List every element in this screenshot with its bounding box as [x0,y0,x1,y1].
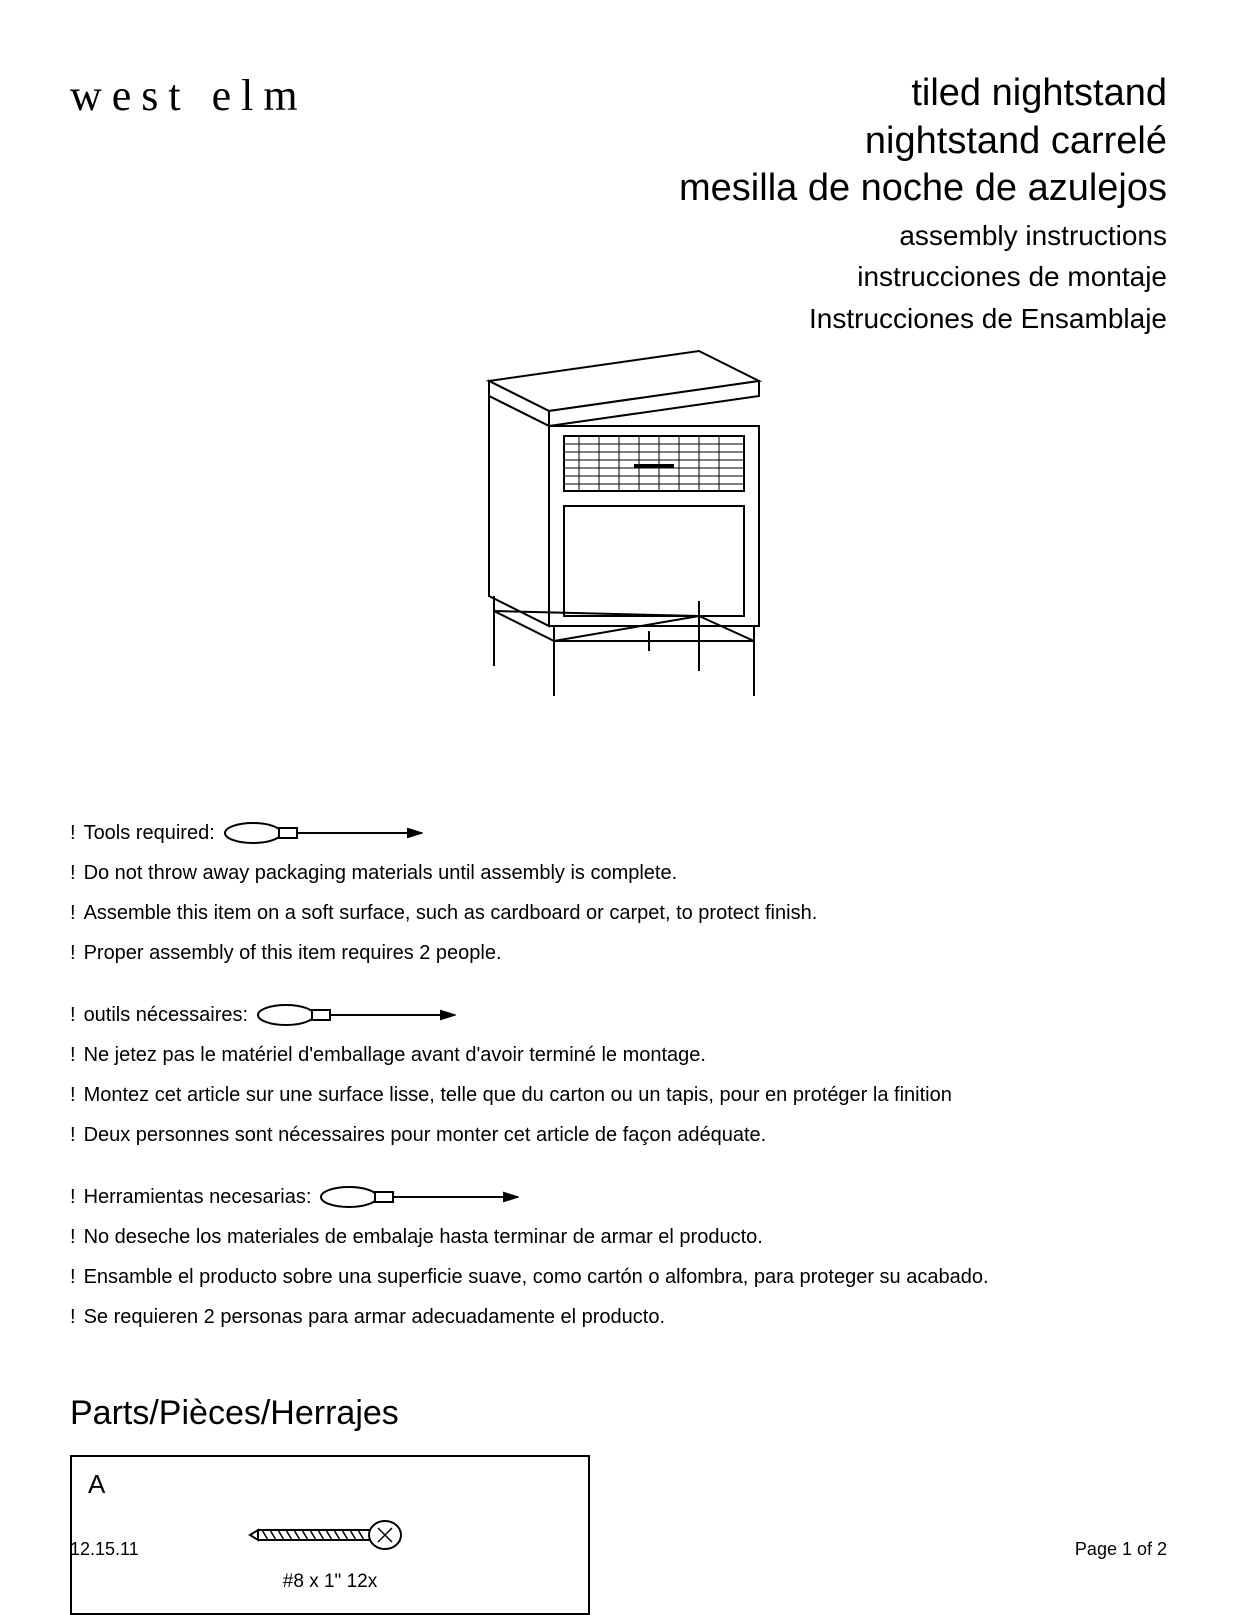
note-line: ! Proper assembly of this item requires … [70,936,1167,970]
title-es: mesilla de noche de azulejos [679,165,1167,213]
notes-fr: ! outils nécessaires: ! Ne jetez pas le … [70,998,1167,1152]
subtitle-fr: Instrucciones de Ensamblaje [679,300,1167,338]
part-box-a: A [70,1455,590,1615]
part-label-a: A [88,1469,572,1500]
page-footer: 12.15.11 Page 1 of 2 [70,1539,1167,1560]
notes-section: ! Tools required: ! Do not throw away pa… [70,816,1167,1334]
footer-date: 12.15.11 [70,1539,139,1560]
tools-label-es: Herramientas necesarias: [84,1180,312,1214]
bullet: ! [70,1180,76,1214]
title-en: tiled nightstand [679,70,1167,118]
subtitle-en: assembly instructions [679,217,1167,255]
screwdriver-icon [256,1002,456,1028]
notes-en: ! Tools required: ! Do not throw away pa… [70,816,1167,970]
part-caption-a: #8 x 1" 12x [88,1571,572,1593]
note-line: ! Ensamble el producto sobre una superfi… [70,1260,1167,1294]
tools-required-row-es: ! Herramientas necesarias: [70,1180,1167,1214]
tools-required-row-fr: ! outils nécessaires: [70,998,1167,1032]
nightstand-icon [449,341,789,721]
product-illustration [70,341,1167,726]
subtitle-es: instrucciones de montaje [679,258,1167,296]
note-line: ! Deux personnes sont nécessaires pour m… [70,1118,1167,1152]
tools-label-en: Tools required: [84,816,215,850]
note-line: ! Do not throw away packaging materials … [70,856,1167,890]
note-line: ! Montez cet article sur une surface lis… [70,1078,1167,1112]
screwdriver-icon [319,1184,519,1210]
note-line: ! Se requieren 2 personas para armar ade… [70,1300,1167,1334]
note-line: ! Assemble this item on a soft surface, … [70,896,1167,930]
tools-label-fr: outils nécessaires: [84,998,249,1032]
tools-required-row-en: ! Tools required: [70,816,1167,850]
bullet: ! [70,998,76,1032]
title-fr: nightstand carrelé [679,118,1167,166]
header-titles: tiled nightstand nightstand carrelé mesi… [679,70,1167,338]
note-line: ! No deseche los materiales de embalaje … [70,1220,1167,1254]
notes-es: ! Herramientas necesarias: ! No deseche … [70,1180,1167,1334]
parts-heading: Parts/Pièces/Herrajes [70,1394,1167,1433]
bullet: ! [70,816,76,850]
screwdriver-icon [223,820,423,846]
note-line: ! Ne jetez pas le matériel d'emballage a… [70,1038,1167,1072]
footer-page: Page 1 of 2 [1075,1539,1167,1560]
